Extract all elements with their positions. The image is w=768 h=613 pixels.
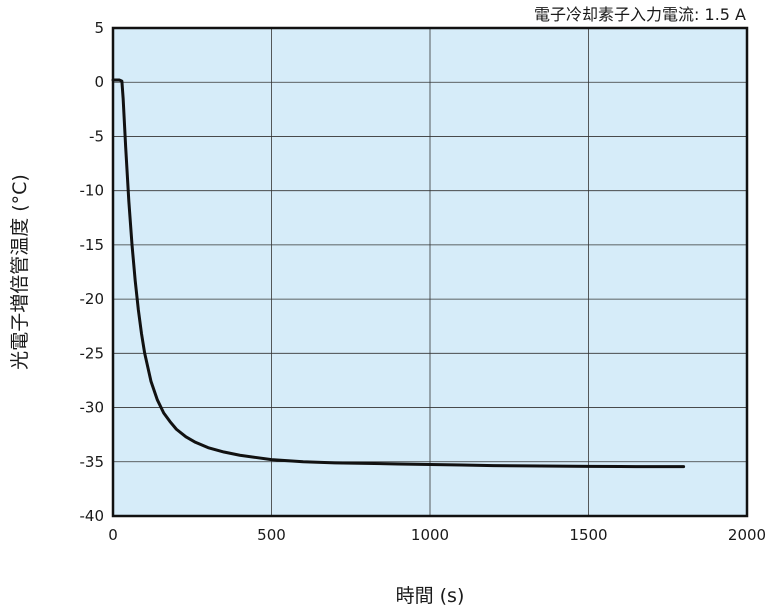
x-tick-label: 1000	[411, 526, 449, 544]
series-line	[111, 78, 686, 469]
y-tick-label: -35	[80, 453, 105, 471]
chart-annotation: 電子冷却素子入力電流: 1.5 A	[534, 5, 746, 24]
x-gridlines	[271, 28, 589, 516]
y-gridlines	[113, 81, 747, 463]
x-tick-label: 1500	[569, 526, 607, 544]
y-tick-label: -5	[89, 127, 104, 145]
y-tick-label: 0	[94, 73, 104, 91]
plot-frame	[111, 26, 749, 518]
y-axis-title: 光電子増倍管温度 (°C)	[9, 174, 31, 370]
y-tick-label: 5	[94, 19, 104, 37]
x-tick-labels: 0 500 1000 1500 2000	[108, 526, 766, 544]
x-axis-title: 時間 (s)	[396, 585, 465, 607]
y-tick-label: -40	[80, 507, 105, 525]
y-tick-label: -20	[80, 290, 105, 308]
y-tick-label: -10	[80, 182, 105, 200]
x-tick-label: 0	[108, 526, 118, 544]
y-tick-label: -25	[80, 344, 105, 362]
x-tick-label: 2000	[728, 526, 766, 544]
y-tick-label: -15	[80, 236, 105, 254]
y-tick-label: -30	[80, 399, 105, 417]
x-tick-label: 500	[257, 526, 286, 544]
y-tick-labels: 5 0 -5 -10 -15 -20 -25 -30 -35 -40	[80, 19, 105, 525]
